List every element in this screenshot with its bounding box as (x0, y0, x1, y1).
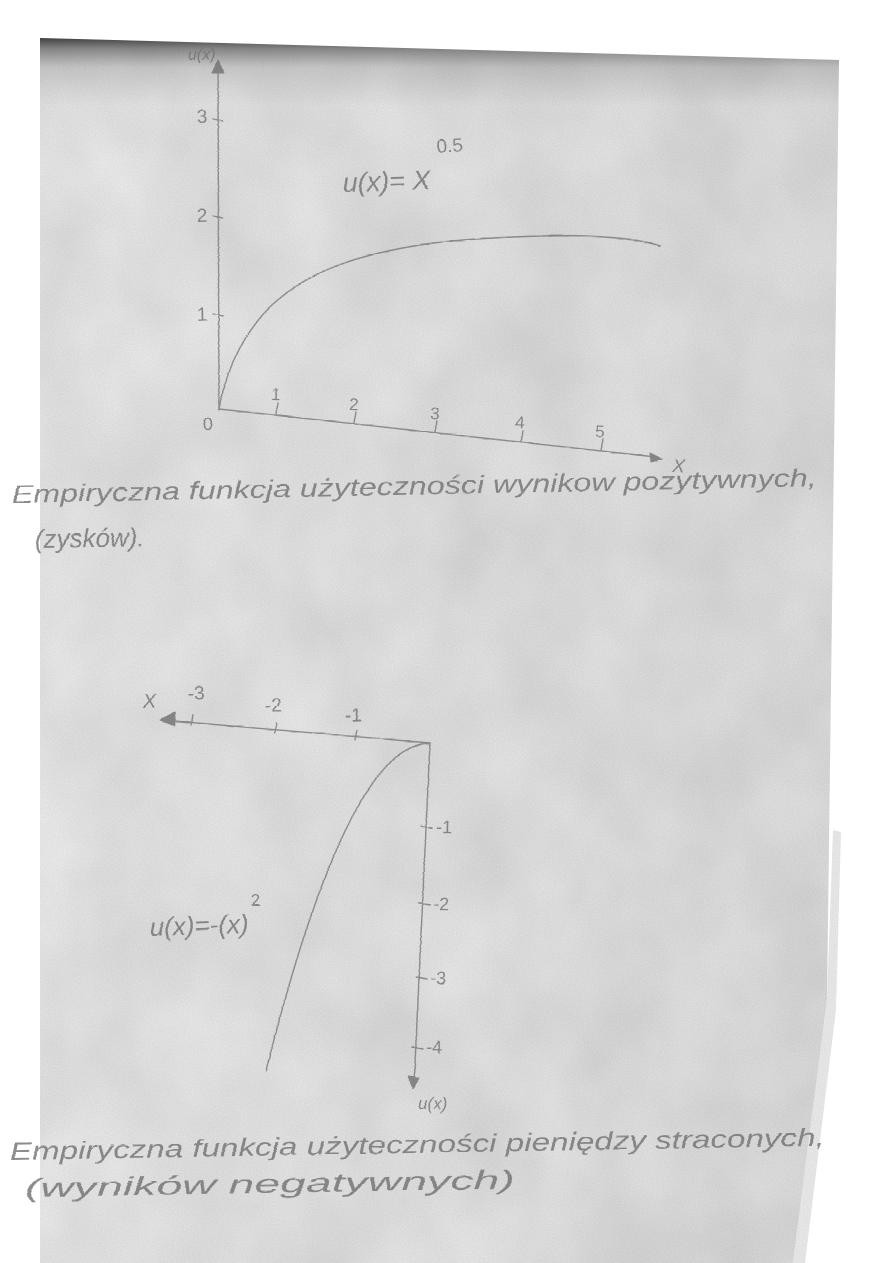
svg-text:(zysków).: (zysków). (35, 522, 145, 554)
svg-text:-2: -2 (264, 695, 282, 717)
svg-text:1: 1 (196, 305, 207, 326)
svg-text:Empiryczna funkcja użytecznośc: Empiryczna funkcja użyteczności pieniędz… (10, 1124, 825, 1166)
svg-text:-1: -1 (344, 705, 362, 727)
svg-text:u(x): u(x) (188, 47, 216, 64)
svg-text:-4: -4 (426, 1037, 442, 1057)
svg-text:Empiryczna funkcja użytecznośc: Empiryczna funkcja użyteczności wynikow … (12, 464, 817, 509)
svg-text:4: 4 (515, 413, 525, 432)
svg-text:X: X (141, 691, 157, 714)
svg-text:2: 2 (196, 206, 207, 227)
svg-text:u(x)=-(x): u(x)=-(x) (149, 909, 249, 942)
svg-text:-3: -3 (430, 968, 446, 988)
svg-text:3: 3 (430, 404, 440, 423)
svg-text:-3: -3 (187, 683, 205, 705)
svg-text:2: 2 (250, 891, 260, 910)
svg-text:0.5: 0.5 (436, 135, 464, 158)
svg-text:3: 3 (196, 107, 207, 128)
svg-text:(wyników negatywnych): (wyników negatywnych) (25, 1164, 515, 1203)
svg-text:u(x): u(x) (418, 1094, 448, 1114)
svg-text:-2: -2 (433, 894, 449, 914)
svg-text:2: 2 (349, 395, 359, 414)
svg-text:5: 5 (595, 422, 605, 441)
svg-text:-1: -1 (436, 817, 452, 837)
svg-text:0: 0 (203, 414, 213, 434)
svg-text:u(x)= X: u(x)= X (342, 165, 432, 198)
svg-text:1: 1 (271, 385, 281, 404)
